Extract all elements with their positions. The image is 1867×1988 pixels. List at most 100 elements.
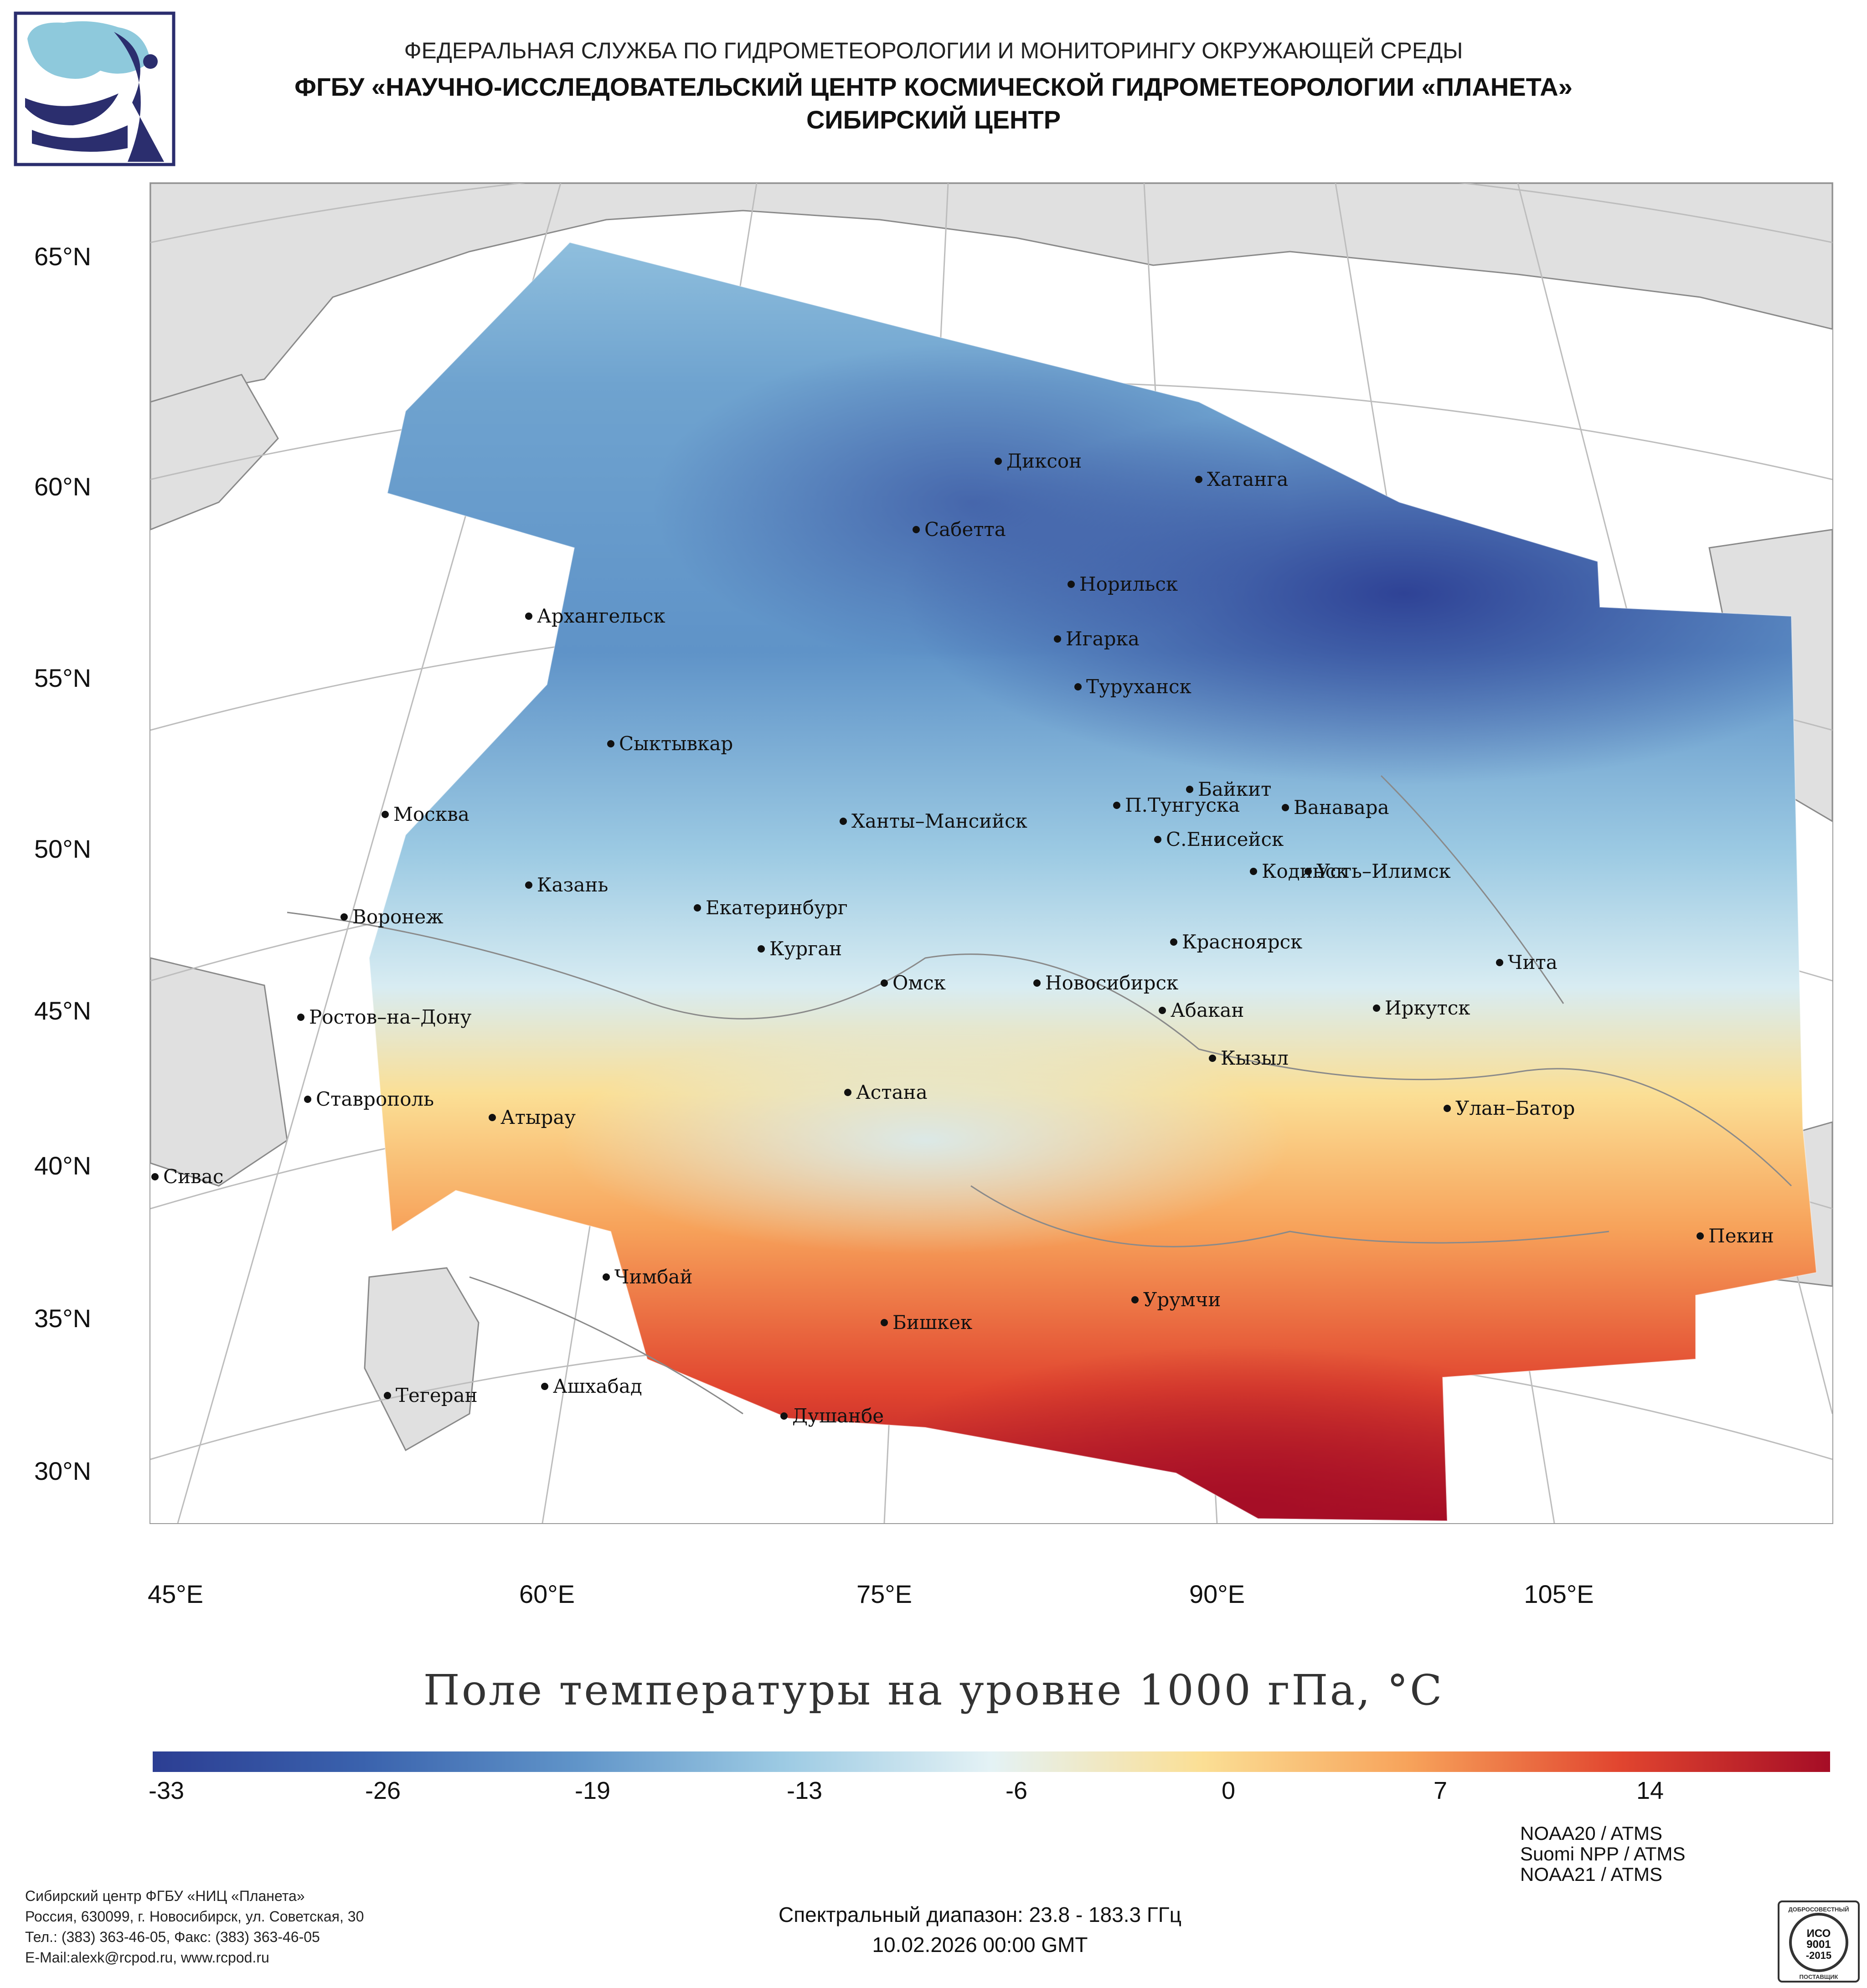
city-dot — [1444, 1105, 1451, 1112]
city-label: Новосибирск — [1045, 972, 1178, 994]
city-marker: Ростов–на–Дону — [297, 1006, 472, 1028]
city-dot — [1186, 786, 1193, 793]
city-marker: Пекин — [1697, 1225, 1774, 1247]
city-label: П.Тунгуска — [1125, 794, 1240, 816]
lat-label-60: 60°N — [34, 472, 92, 501]
city-label: Курган — [769, 937, 842, 960]
city-dot — [1373, 1004, 1380, 1012]
iso-badge-bottom: ПОСТАВЩИК — [1800, 1973, 1838, 1980]
city-marker: Сыктывкар — [607, 732, 733, 755]
city-marker: Курган — [758, 937, 842, 960]
footer-contacts: Сибирский центр ФГБУ «НИЦ «Планета» Росс… — [25, 1886, 364, 1968]
city-label: Ханты–Мансийск — [851, 810, 1027, 832]
city-label: Диксон — [1006, 450, 1082, 472]
city-marker: Омск — [881, 972, 946, 994]
city-label: Москва — [393, 803, 469, 825]
city-dot — [1054, 635, 1061, 643]
city-dot — [758, 945, 765, 953]
city-label: Игарка — [1066, 628, 1140, 650]
city-label: Воронеж — [352, 906, 444, 928]
city-dot — [1496, 959, 1503, 966]
center-title: ФГБУ «НАУЧНО-ИССЛЕДОВАТЕЛЬСКИЙ ЦЕНТР КОС… — [294, 72, 1573, 101]
instrument-suomi-npp: Suomi NPP / ATMS — [1520, 1843, 1686, 1864]
colorbar-tick-label: -33 — [148, 1777, 185, 1804]
city-label: Улан–Батор — [1455, 1097, 1575, 1119]
city-label: Байкит — [1198, 778, 1271, 800]
lat-label-50: 50°N — [34, 834, 92, 863]
swath-outline — [368, 242, 1817, 1522]
lat-label-35: 35°N — [34, 1304, 92, 1333]
city-dot — [1282, 804, 1289, 811]
city-marker: Ашхабад — [541, 1375, 642, 1397]
city-dot — [607, 740, 614, 747]
borders — [287, 775, 1792, 1415]
city-dot — [489, 1114, 496, 1121]
city-dot — [1113, 802, 1120, 809]
city-dot — [881, 1319, 888, 1326]
instrument-noaa21: NOAA21 / ATMS — [1520, 1864, 1662, 1885]
city-label: Кызыл — [1221, 1047, 1289, 1069]
city-marker: Душанбе — [780, 1405, 884, 1427]
city-label: Ростов–на–Дону — [309, 1006, 472, 1028]
map-canvas: Диксон Хатанга Сабетта Норильск Архангельск И… — [150, 183, 1832, 1523]
city-label: Абакан — [1171, 999, 1244, 1021]
city-marker: Диксон — [995, 450, 1082, 472]
iso-badge-line1: ИСО — [1807, 1927, 1831, 1940]
city-marker: Байкит — [1186, 778, 1271, 800]
city-marker: Воронеж — [340, 906, 444, 928]
city-marker: Сивас — [151, 1165, 223, 1188]
city-dot — [382, 811, 389, 818]
city-marker: Абакан — [1159, 999, 1244, 1021]
lat-label-40: 40°N — [34, 1151, 92, 1180]
city-layer: Диксон Хатанга Сабетта Норильск Архангельск И… — [151, 450, 1774, 1427]
city-marker: Чита — [1496, 951, 1558, 973]
city-marker: Улан–Батор — [1444, 1097, 1575, 1119]
city-marker: Архангельск — [525, 605, 665, 627]
city-dot — [297, 1014, 304, 1021]
city-marker: Красноярск — [1170, 931, 1302, 953]
city-dot — [1209, 1055, 1216, 1062]
city-dot — [1170, 938, 1177, 946]
colorbar-tick-label: 0 — [1221, 1777, 1236, 1804]
observation-datetime: 10.02.2026 00:00 GMT — [872, 1933, 1088, 1957]
lon-label-75: 75°E — [856, 1580, 913, 1608]
city-label: Сивас — [163, 1165, 223, 1188]
colorbar-tick-label: -6 — [1005, 1777, 1027, 1804]
footer-phone: Тел.: (383) 363-46-05, Факс: (383) 363-4… — [25, 1929, 320, 1945]
city-marker: Туруханск — [1074, 675, 1191, 698]
city-label: Тегеран — [396, 1384, 478, 1406]
city-label: Атырау — [500, 1106, 576, 1128]
city-marker: Хатанга — [1195, 468, 1288, 490]
lat-label-55: 55°N — [34, 664, 92, 692]
city-label: Чимбай — [614, 1266, 692, 1288]
city-label: Омск — [892, 972, 946, 994]
footer-meta: Спектральный диапазон: 23.8 - 183.3 ГГц … — [593, 1900, 1367, 1960]
footer-address: Россия, 630099, г. Новосибирск, ул. Сове… — [25, 1908, 364, 1925]
city-dot — [340, 913, 348, 921]
city-label: Усть–Илимск — [1316, 860, 1451, 882]
lon-label-45: 45°E — [147, 1580, 204, 1608]
city-label: Сабетта — [924, 518, 1006, 541]
temperature-map[interactable]: Диксон Хатанга Сабетта Норильск Архангельск И… — [150, 182, 1833, 1524]
city-marker: Казань — [525, 874, 608, 896]
city-dot — [1195, 476, 1202, 483]
lat-label-45: 45°N — [34, 996, 92, 1025]
colorbar-tick-label: -19 — [574, 1777, 611, 1804]
city-marker: П.Тунгуска — [1113, 794, 1240, 816]
city-label: Архангельск — [537, 605, 665, 627]
city-marker: Иркутск — [1373, 997, 1470, 1019]
instrument-noaa20: NOAA20 / ATMS — [1520, 1823, 1662, 1844]
city-marker: Ванавара — [1282, 796, 1389, 819]
city-label: Иркутск — [1385, 997, 1470, 1019]
city-label: Урумчи — [1143, 1288, 1221, 1311]
agency-title: ФЕДЕРАЛЬНАЯ СЛУЖБА ПО ГИДРОМЕТЕОРОЛОГИИ … — [404, 38, 1463, 63]
colorbar-tick-label: -26 — [365, 1777, 401, 1804]
city-dot — [1033, 979, 1041, 987]
city-label: Астана — [856, 1081, 928, 1103]
spectral-range: Спектральный диапазон: 23.8 - 183.3 ГГц — [778, 1903, 1182, 1926]
city-dot — [694, 904, 701, 912]
city-marker: Усть–Илимск — [1305, 860, 1451, 882]
footer-email: E-Mail:alexk@rcpod.ru, www.rcpod.ru — [25, 1949, 269, 1966]
city-marker: Норильск — [1068, 573, 1178, 595]
city-dot — [304, 1096, 311, 1103]
